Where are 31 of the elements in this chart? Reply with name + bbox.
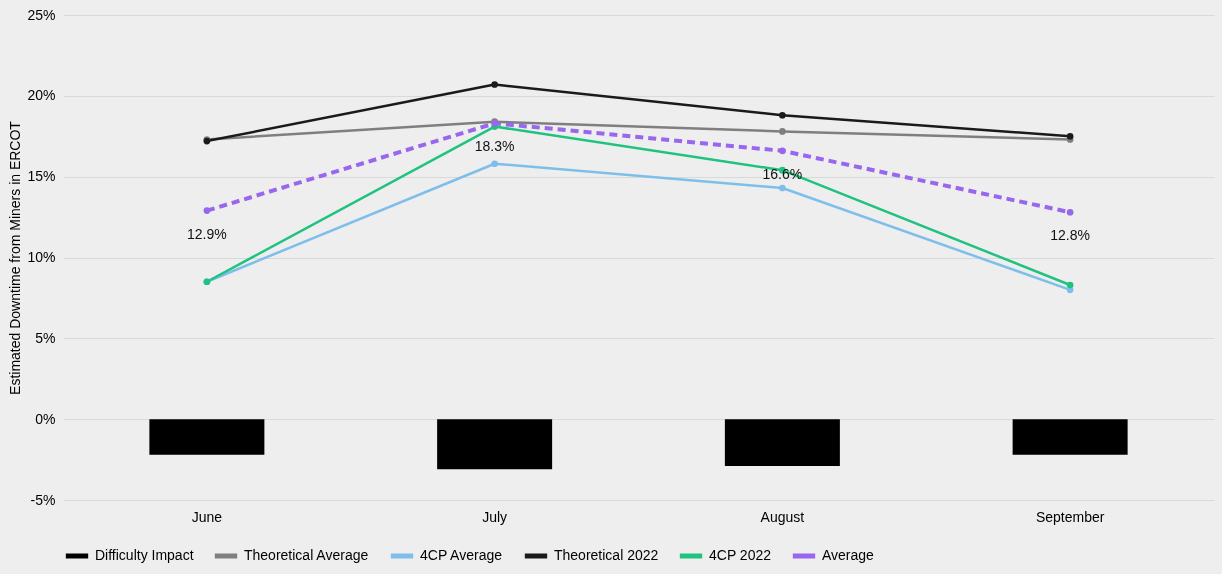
legend-label: Theoretical 2022 [554, 547, 659, 563]
y-axis-title: Estimated Downtime from Miners in ERCOT [7, 120, 24, 395]
point [1066, 208, 1074, 216]
point [779, 128, 786, 135]
legend-label: Average [822, 547, 875, 563]
y-tick-label: 5% [35, 329, 56, 346]
x-tick-label: June [191, 508, 223, 525]
y-tick-label: 0% [35, 410, 56, 427]
data-label: 12.9% [187, 225, 227, 242]
x-tick-label: July [482, 508, 508, 525]
y-tick-label: 20% [27, 87, 56, 104]
y-tick-label: -5% [30, 491, 56, 508]
legend-label: 4CP Average [420, 547, 503, 563]
legend-label: Theoretical Average [244, 547, 369, 563]
point [779, 111, 786, 119]
y-tick-label: 25% [27, 6, 56, 23]
point [1066, 132, 1074, 140]
x-tick-label: September [1035, 508, 1105, 525]
y-tick-label: 10% [27, 249, 56, 265]
point [491, 160, 498, 168]
legend-label: 4CP 2022 [709, 547, 772, 563]
x-tick-label: August [760, 508, 805, 525]
point [491, 81, 498, 88]
y-tick-label: 15% [27, 168, 56, 185]
data-label: 18.3% [474, 138, 515, 155]
point [203, 207, 211, 214]
point [779, 147, 786, 155]
point [1066, 281, 1074, 289]
data-label: 12.8% [1050, 227, 1090, 244]
legend-label: Difficulty Impact [95, 547, 194, 563]
point [779, 184, 786, 192]
